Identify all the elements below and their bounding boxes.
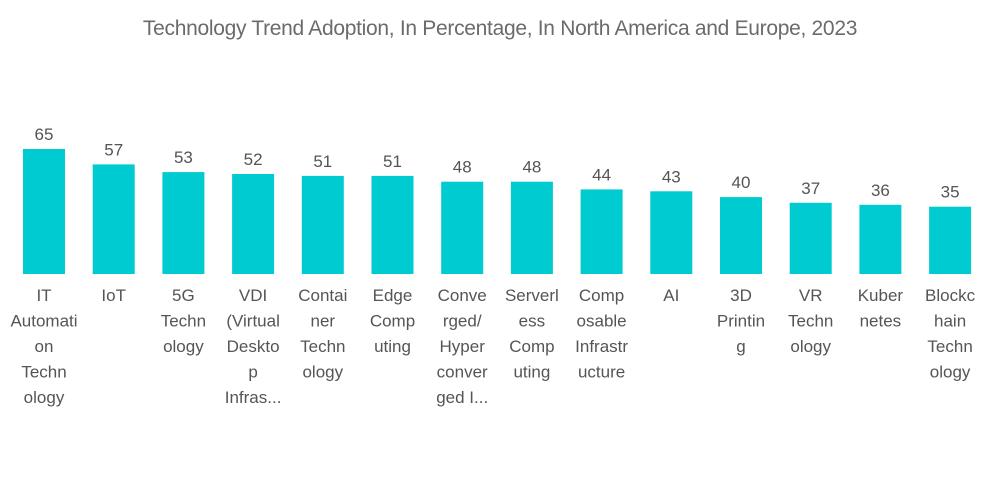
bar-10 (720, 197, 762, 274)
category-label-9: AI (663, 286, 679, 305)
data-label-13: 35 (941, 183, 960, 202)
bar-13 (929, 206, 972, 274)
category-label-2: 5G Techn ology (161, 286, 206, 356)
category-label-1: IoT (101, 286, 126, 305)
data-label-7: 48 (522, 158, 541, 177)
bar-8 (580, 189, 623, 274)
bar-7 (510, 181, 553, 274)
category-label-3: VDI (Virtual Deskto p Infras... (225, 286, 282, 407)
data-label-1: 57 (104, 140, 123, 159)
bar-4 (301, 175, 344, 274)
category-label-11: VR Techn ology (788, 286, 833, 356)
bar-1 (92, 164, 135, 274)
data-label-11: 37 (801, 179, 820, 198)
category-label-0: IT Automati on Techn ology (10, 286, 77, 407)
bar-0 (23, 149, 65, 274)
category-label-7: Serverl ess Comp uting (505, 286, 559, 382)
chart-title: Technology Trend Adoption, In Percentage… (142, 17, 858, 40)
category-label-12: Kuber netes (858, 286, 904, 331)
bar-11 (789, 202, 832, 274)
category-label-13: Blockc hain Techn ology (925, 286, 976, 382)
data-label-12: 36 (871, 181, 890, 200)
category-label-8: Comp osable Infrastr ucture (575, 286, 628, 382)
bar-2 (162, 172, 205, 274)
bar-6 (441, 181, 484, 274)
data-label-5: 51 (383, 152, 402, 171)
data-label-0: 65 (35, 125, 54, 144)
data-label-9: 43 (662, 167, 681, 186)
bar-5 (371, 175, 414, 274)
category-label-4: Contai ner Techn ology (298, 286, 347, 382)
category-label-10: 3D Printin g (717, 286, 765, 356)
bar-9 (650, 191, 693, 274)
data-label-8: 44 (592, 165, 611, 184)
data-label-3: 52 (244, 150, 263, 169)
data-label-10: 40 (732, 173, 751, 192)
category-label-6: Conve rged/Hyper conver ged I... (436, 286, 488, 407)
category-label-5: Edge Comp uting (370, 286, 415, 356)
bar-3 (232, 174, 275, 274)
data-label-6: 48 (453, 158, 472, 177)
data-label-4: 51 (313, 152, 332, 171)
bar-12 (859, 204, 902, 274)
data-label-2: 53 (174, 148, 193, 167)
